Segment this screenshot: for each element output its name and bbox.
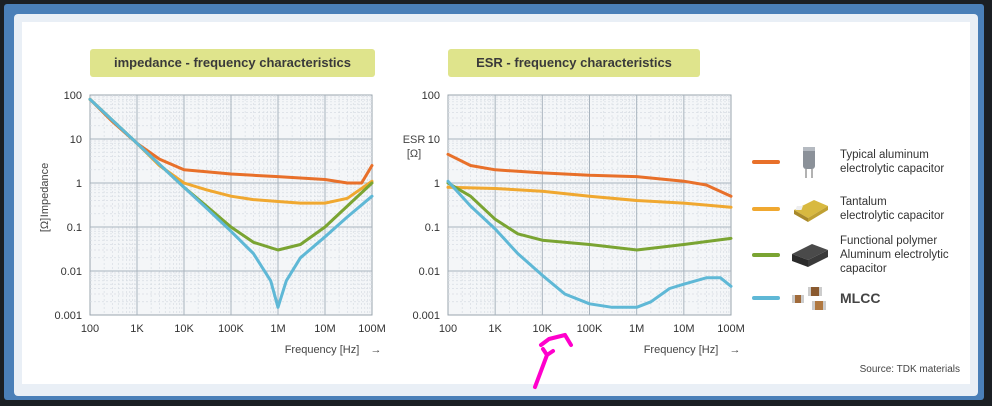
imp-x-tick-label: 1M — [270, 323, 285, 335]
esr-y-tick-label: 0.1 — [425, 222, 440, 234]
imp-y-tick-label: 0.01 — [61, 266, 82, 278]
imp-x-tick-label: 100 — [81, 323, 99, 335]
legend-label-polymer: Functional polymer Aluminum electrolytic… — [840, 235, 949, 275]
imp-y-axis-unit: [Ω] — [39, 218, 51, 232]
esr-x-tick-label: 100 — [439, 323, 457, 335]
esr-y-tick-label: 100 — [422, 90, 440, 102]
esr-y-tick-label: 10 — [428, 134, 440, 146]
imp-x-axis-label: Frequency [Hz] — [285, 344, 360, 356]
esr-x-tick-label: 100M — [717, 323, 745, 335]
esr-series-line-0 — [446, 152, 733, 198]
imp-y-tick-label: 0.001 — [54, 310, 82, 322]
imp-x-tick-label: 1K — [130, 323, 144, 335]
aluminum-capacitor-icon — [803, 147, 815, 178]
legend-swatch-aluminum — [752, 160, 780, 164]
esr-x-tick-label: 10K — [533, 323, 553, 335]
legend-label-aluminum: Typical aluminum electrolytic capacitor — [840, 149, 945, 175]
legend-swatch-tantalum — [752, 207, 780, 211]
legend-swatch-mlcc — [752, 296, 780, 300]
tantalum-capacitor-icon — [794, 200, 828, 222]
esr-y-tick-label: 0.01 — [419, 266, 440, 278]
imp-x-tick-label: 100M — [358, 323, 386, 335]
arrow-annotation-icon — [533, 333, 573, 389]
imp-series-line-3 — [88, 97, 374, 309]
impedance-chart-title: impedance - frequency characteristics — [90, 49, 375, 77]
esr-series-line-2 — [446, 181, 733, 252]
esr-series-line-1 — [446, 185, 733, 209]
imp-y-tick-label: 100 — [64, 90, 82, 102]
imp-y-axis-label: Impedance — [39, 163, 51, 217]
esr-x-tick-label: 1K — [488, 323, 502, 335]
esr-y-axis-label: ESR — [403, 134, 426, 146]
source-note: Source: TDK materials — [859, 364, 960, 375]
esr-y-tick-label: 0.001 — [412, 310, 440, 322]
legend-label-mlcc: MLCC — [840, 290, 881, 306]
legend-swatch-polymer — [752, 253, 780, 257]
esr-series-line-3 — [446, 179, 733, 309]
esr-x-axis-label: Frequency [Hz] — [644, 344, 719, 356]
imp-x-tick-label: 100K — [218, 323, 244, 335]
imp-x-axis-arrow: → — [371, 344, 382, 356]
esr-y-axis-unit: [Ω] — [407, 148, 421, 160]
legend-item-mlcc: MLCC — [752, 281, 880, 315]
imp-y-tick-label: 1 — [76, 178, 82, 190]
esr-x-tick-label: 100K — [577, 323, 603, 335]
esr-chart-title: ESR - frequency characteristics — [448, 49, 700, 77]
imp-x-tick-label: 10M — [314, 323, 335, 335]
imp-x-tick-label: 10K — [174, 323, 194, 335]
imp-y-tick-label: 10 — [70, 134, 82, 146]
esr-x-tick-label: 10M — [673, 323, 694, 335]
legend-item-aluminum: Typical aluminum electrolytic capacitor — [752, 145, 944, 179]
imp-y-tick-label: 0.1 — [67, 222, 82, 234]
mlcc-icon — [792, 287, 826, 310]
esr-x-tick-label: 1M — [629, 323, 644, 335]
legend-item-polymer: Functional polymer Aluminum electrolytic… — [752, 234, 949, 276]
legend-item-tantalum: Tantalum electrolytic capacitor — [752, 192, 944, 226]
legend-label-tantalum: Tantalum electrolytic capacitor — [840, 196, 945, 222]
polymer-capacitor-icon — [792, 244, 828, 267]
esr-y-tick-label: 1 — [434, 178, 440, 190]
esr-x-axis-arrow: → — [730, 344, 741, 356]
